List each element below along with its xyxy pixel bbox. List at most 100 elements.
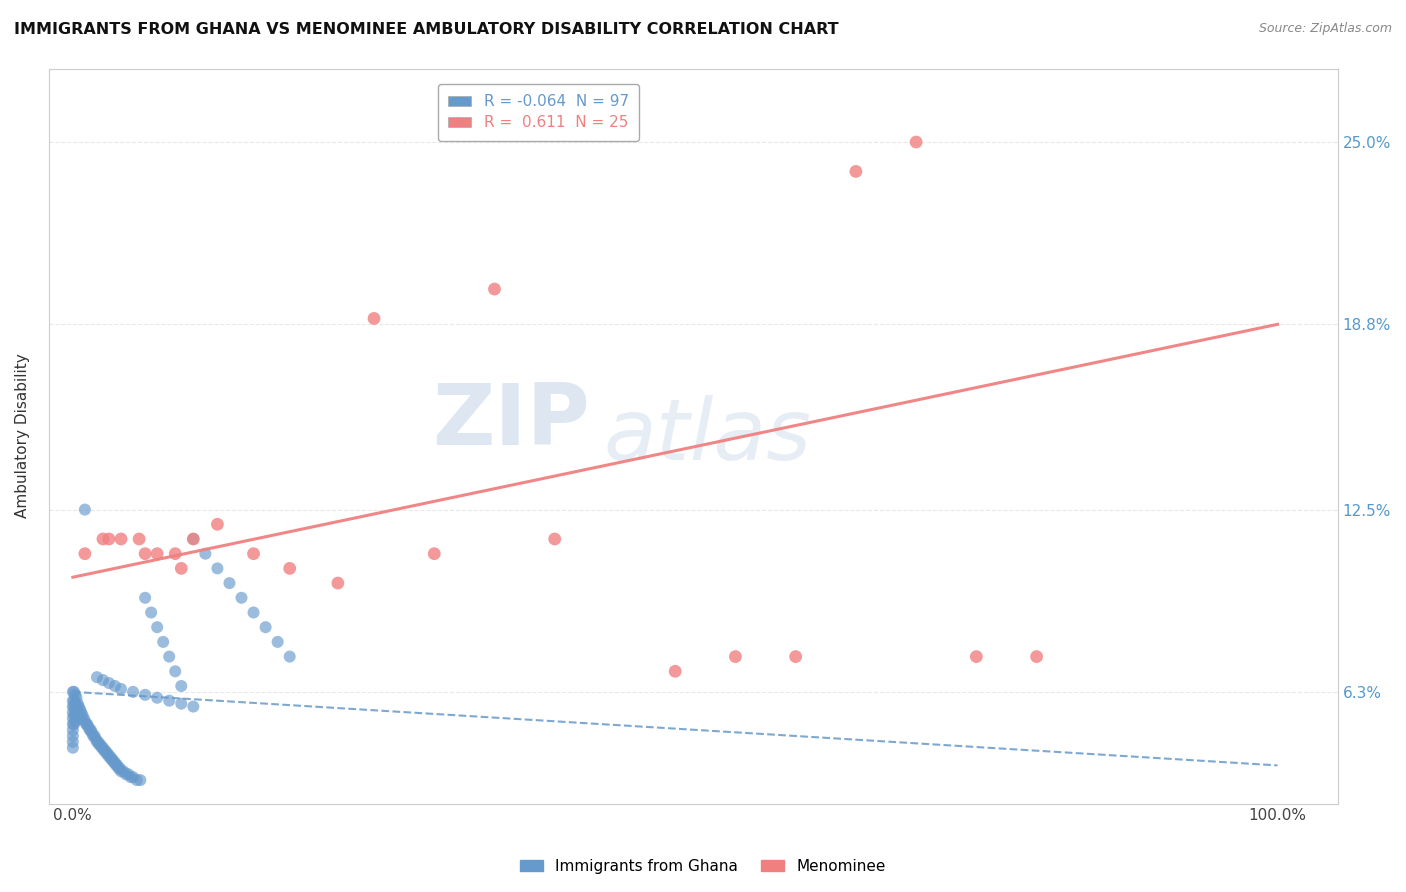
- Point: [86, 735, 108, 749]
- Point: [104, 679, 127, 693]
- Point: [724, 649, 747, 664]
- Point: [100, 752, 122, 766]
- Point: [157, 649, 180, 664]
- Point: [72, 708, 94, 723]
- Point: [242, 606, 264, 620]
- Point: [77, 720, 100, 734]
- Point: [63, 699, 86, 714]
- Point: [65, 706, 87, 720]
- Point: [89, 738, 111, 752]
- Point: [965, 649, 987, 664]
- Point: [91, 673, 114, 687]
- Point: [117, 767, 139, 781]
- Point: [165, 547, 187, 561]
- Point: [98, 676, 121, 690]
- Point: [62, 729, 84, 743]
- Point: [63, 685, 86, 699]
- Point: [242, 547, 264, 561]
- Point: [194, 547, 217, 561]
- Point: [67, 708, 90, 723]
- Point: [170, 697, 193, 711]
- Point: [146, 690, 169, 705]
- Point: [75, 717, 97, 731]
- Text: Source: ZipAtlas.com: Source: ZipAtlas.com: [1258, 22, 1392, 36]
- Legend: Immigrants from Ghana, Menominee: Immigrants from Ghana, Menominee: [515, 853, 891, 880]
- Point: [254, 620, 277, 634]
- Point: [90, 740, 112, 755]
- Point: [91, 740, 114, 755]
- Point: [62, 685, 84, 699]
- Point: [69, 711, 91, 725]
- Point: [70, 706, 93, 720]
- Point: [112, 764, 135, 779]
- Point: [181, 532, 204, 546]
- Y-axis label: Ambulatory Disability: Ambulatory Disability: [15, 354, 30, 518]
- Point: [73, 711, 96, 725]
- Point: [134, 547, 156, 561]
- Point: [65, 690, 87, 705]
- Point: [90, 738, 112, 752]
- Point: [128, 532, 150, 546]
- Point: [82, 726, 104, 740]
- Point: [146, 620, 169, 634]
- Point: [62, 717, 84, 731]
- Point: [63, 708, 86, 723]
- Point: [141, 606, 163, 620]
- Point: [96, 747, 118, 761]
- Point: [66, 706, 89, 720]
- Point: [544, 532, 567, 546]
- Point: [83, 729, 105, 743]
- Point: [65, 697, 87, 711]
- Point: [62, 723, 84, 738]
- Point: [80, 723, 103, 738]
- Point: [108, 761, 131, 775]
- Point: [231, 591, 253, 605]
- Point: [266, 635, 288, 649]
- Point: [62, 694, 84, 708]
- Point: [76, 717, 98, 731]
- Point: [110, 532, 132, 546]
- Point: [664, 665, 686, 679]
- Point: [62, 740, 84, 755]
- Point: [73, 547, 96, 561]
- Point: [207, 561, 229, 575]
- Point: [104, 756, 127, 770]
- Point: [207, 517, 229, 532]
- Point: [65, 688, 87, 702]
- Point: [107, 758, 129, 772]
- Point: [326, 576, 349, 591]
- Point: [105, 758, 128, 772]
- Point: [94, 744, 117, 758]
- Point: [363, 311, 385, 326]
- Point: [98, 532, 121, 546]
- Point: [87, 735, 110, 749]
- Point: [66, 697, 89, 711]
- Point: [110, 681, 132, 696]
- Point: [93, 744, 115, 758]
- Point: [152, 635, 174, 649]
- Point: [63, 694, 86, 708]
- Text: IMMIGRANTS FROM GHANA VS MENOMINEE AMBULATORY DISABILITY CORRELATION CHART: IMMIGRANTS FROM GHANA VS MENOMINEE AMBUL…: [14, 22, 839, 37]
- Point: [129, 773, 152, 788]
- Point: [103, 756, 125, 770]
- Point: [62, 706, 84, 720]
- Point: [278, 649, 301, 664]
- Text: atlas: atlas: [603, 394, 811, 477]
- Point: [86, 670, 108, 684]
- Point: [101, 752, 124, 766]
- Point: [62, 711, 84, 725]
- Point: [107, 761, 129, 775]
- Point: [65, 699, 87, 714]
- Point: [62, 699, 84, 714]
- Point: [62, 735, 84, 749]
- Point: [905, 135, 928, 149]
- Point: [125, 773, 148, 788]
- Point: [65, 714, 87, 729]
- Point: [73, 714, 96, 729]
- Point: [63, 717, 86, 731]
- Point: [91, 532, 114, 546]
- Point: [423, 547, 446, 561]
- Point: [67, 699, 90, 714]
- Point: [278, 561, 301, 575]
- Point: [120, 770, 142, 784]
